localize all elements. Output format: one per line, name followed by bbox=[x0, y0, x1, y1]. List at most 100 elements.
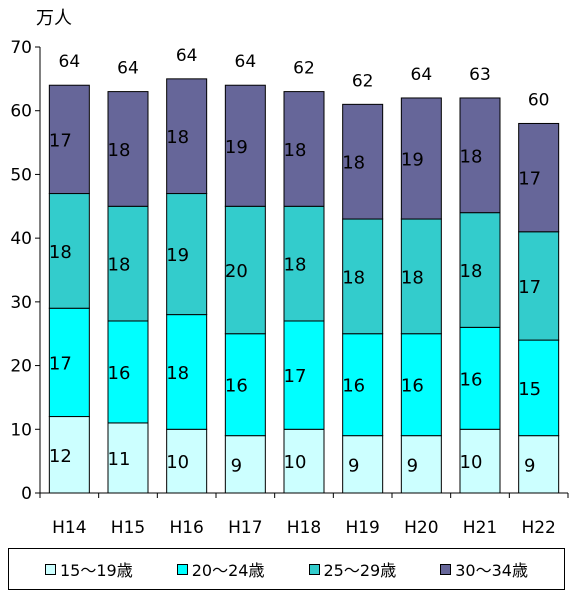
legend-swatch bbox=[440, 563, 452, 575]
y-axis-unit-label: 万人 bbox=[36, 8, 72, 29]
bar-segment bbox=[400, 435, 442, 494]
bar-segment bbox=[459, 97, 501, 214]
total-label: 60 bbox=[528, 90, 550, 110]
bar-segment bbox=[166, 78, 208, 195]
bar-segment bbox=[459, 212, 501, 328]
legend-label: 30～34歳 bbox=[455, 561, 528, 580]
bar-segment bbox=[48, 307, 90, 418]
data-label: 9 bbox=[524, 455, 535, 476]
total-label: 62 bbox=[293, 59, 315, 79]
data-label: 20 bbox=[225, 261, 248, 282]
bar-segment bbox=[283, 428, 325, 494]
data-label: 17 bbox=[49, 353, 72, 374]
x-category-label: H20 bbox=[404, 518, 438, 538]
data-label: 16 bbox=[225, 376, 248, 397]
legend-swatch bbox=[176, 563, 188, 575]
bar-segment bbox=[283, 205, 325, 322]
data-label: 18 bbox=[460, 146, 483, 167]
bar-segment bbox=[283, 320, 325, 430]
bar-segment bbox=[166, 193, 208, 316]
data-label: 11 bbox=[108, 449, 131, 470]
legend-swatch bbox=[308, 563, 320, 575]
data-label: 16 bbox=[401, 376, 424, 397]
data-label: 18 bbox=[108, 140, 131, 161]
total-label: 62 bbox=[352, 71, 374, 91]
bar-segment bbox=[48, 193, 90, 309]
data-label: 18 bbox=[342, 153, 365, 174]
x-category-label: H21 bbox=[463, 518, 497, 538]
data-label: 16 bbox=[342, 376, 365, 397]
x-category-label: H19 bbox=[345, 518, 379, 538]
data-label: 18 bbox=[166, 363, 189, 384]
y-tick-label: 60 bbox=[10, 102, 32, 122]
data-label: 10 bbox=[460, 452, 483, 473]
data-label: 17 bbox=[518, 277, 541, 298]
data-label: 17 bbox=[518, 169, 541, 190]
bar-segment bbox=[400, 97, 442, 220]
x-category-label: H14 bbox=[52, 518, 86, 538]
bar-segment bbox=[459, 326, 501, 430]
data-label: 17 bbox=[284, 366, 307, 387]
bar-segment bbox=[342, 435, 384, 494]
data-label: 19 bbox=[166, 245, 189, 266]
data-label: 18 bbox=[284, 140, 307, 161]
data-label: 17 bbox=[49, 130, 72, 151]
bar-segment bbox=[518, 231, 560, 341]
x-category-label: H15 bbox=[111, 518, 145, 538]
y-tick-label: 30 bbox=[10, 293, 32, 313]
bar-segment bbox=[48, 84, 90, 195]
x-category-label: H22 bbox=[521, 518, 555, 538]
data-label: 9 bbox=[348, 455, 359, 476]
bar-segment bbox=[518, 435, 560, 494]
total-label: 64 bbox=[235, 52, 257, 72]
legend-label: 20～24歳 bbox=[191, 561, 265, 580]
bar-segment bbox=[107, 91, 149, 207]
data-label: 18 bbox=[401, 267, 424, 288]
x-category-label: H17 bbox=[228, 518, 262, 538]
bar-segment bbox=[518, 122, 560, 233]
legend: 15～19歳 20～24歳 25～29歳 30～34歳 bbox=[8, 548, 565, 590]
axes: 0 10 20 30 40 50 60 70 H14 H15 H16 H17 H18 H19 H20 H21 H… bbox=[10, 38, 569, 538]
data-label: 12 bbox=[49, 446, 72, 467]
bar-segment bbox=[342, 103, 384, 220]
data-label: 18 bbox=[108, 255, 131, 276]
bar-segment bbox=[166, 428, 208, 494]
data-label: 9 bbox=[407, 455, 418, 476]
total-label: 63 bbox=[469, 65, 491, 85]
y-tick-label: 20 bbox=[10, 357, 32, 377]
legend-item: 20～24歳 bbox=[176, 557, 265, 581]
bar-segment bbox=[283, 91, 325, 207]
legend-label: 25～29歳 bbox=[323, 561, 397, 580]
data-label: 19 bbox=[225, 137, 248, 158]
data-label: 18 bbox=[342, 267, 365, 288]
total-label: 64 bbox=[176, 46, 198, 66]
legend-item: 30～34歳 bbox=[440, 557, 528, 581]
data-label: 16 bbox=[460, 369, 483, 390]
y-tick-label: 50 bbox=[10, 165, 32, 185]
y-tick-label: 0 bbox=[21, 484, 32, 504]
data-label: 18 bbox=[49, 242, 72, 263]
segment-labels: 12 17 18 17 11 16 18 18 10 18 19 18 9 16 20 19 10 17 18 18 9… bbox=[49, 127, 541, 476]
total-labels: 64 64 64 64 62 62 64 63 60 bbox=[59, 46, 550, 111]
data-label: 19 bbox=[401, 150, 424, 171]
bar-segment bbox=[224, 84, 266, 207]
legend-swatch bbox=[45, 563, 56, 575]
data-label: 18 bbox=[460, 261, 483, 282]
data-label: 10 bbox=[284, 452, 307, 473]
bar-segment bbox=[459, 428, 501, 494]
data-label: 15 bbox=[518, 379, 541, 400]
x-category-label: H18 bbox=[287, 518, 321, 538]
bar-segment bbox=[400, 218, 442, 335]
bar-segment bbox=[518, 339, 560, 437]
total-label: 64 bbox=[117, 59, 139, 79]
y-tick-label: 70 bbox=[10, 38, 32, 58]
legend-item: 25～29歳 bbox=[308, 557, 397, 581]
y-tick-label: 10 bbox=[10, 420, 32, 440]
bar-segment bbox=[166, 314, 208, 430]
legend-label: 15～19歳 bbox=[60, 561, 133, 580]
data-label: 16 bbox=[108, 363, 131, 384]
bar-segment bbox=[48, 416, 90, 494]
bar-segment bbox=[224, 205, 266, 335]
data-label: 9 bbox=[231, 455, 242, 476]
